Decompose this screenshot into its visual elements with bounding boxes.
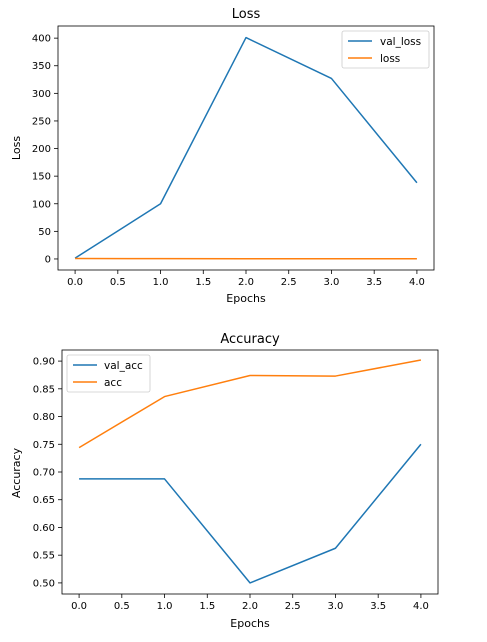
loss-y-tick-label: 150	[32, 172, 51, 183]
accuracy-x-tick-label: 2.5	[285, 601, 301, 612]
loss-x-tick-label: 3.5	[366, 277, 382, 288]
loss-x-tick-label: 2.0	[238, 277, 254, 288]
loss-y-tick-label: 100	[32, 199, 51, 210]
loss-x-tick-label: 0.5	[110, 277, 126, 288]
loss-x-tick-label: 1.0	[153, 277, 169, 288]
accuracy-chart-lines	[78, 359, 422, 584]
loss-chart-ylabel: Loss	[10, 136, 23, 160]
loss-chart-lines	[74, 36, 418, 260]
loss-x-tick-label: 4.0	[409, 277, 425, 288]
accuracy-legend-label-val-acc: val_acc	[104, 360, 143, 372]
loss-chart-plot-frame	[57, 25, 435, 271]
accuracy-chart: Accuracy Accuracy Epochs 0.0 0.5 1.0 1.5 2.0…	[10, 332, 439, 630]
loss-y-tick-label: 50	[38, 227, 51, 238]
accuracy-chart-xlabel: Epochs	[230, 617, 270, 630]
accuracy-y-tick-label: 0.75	[33, 440, 55, 451]
accuracy-legend-label-acc: acc	[104, 377, 122, 389]
loss-x-tick-label: 3.0	[324, 277, 340, 288]
accuracy-series-line-val-acc	[79, 443, 422, 584]
accuracy-y-tick-label: 0.85	[33, 384, 55, 395]
loss-y-tick-label: 250	[32, 116, 51, 127]
loss-x-tick-label: 0.0	[67, 277, 83, 288]
loss-x-tick-label: 1.5	[195, 277, 211, 288]
loss-chart-xlabel: Epochs	[226, 292, 266, 305]
accuracy-x-tick-label: 1.0	[157, 601, 173, 612]
accuracy-x-tick-label: 4.0	[413, 601, 429, 612]
loss-chart-title: Loss	[232, 7, 261, 22]
loss-legend-label-loss: loss	[380, 53, 400, 65]
accuracy-x-tick-label: 0.0	[71, 601, 87, 612]
accuracy-y-tick-label: 0.70	[33, 468, 55, 479]
accuracy-chart-ticks: 0.0 0.5 1.0 1.5 2.0 2.5 3.0 3.5 4.0 0.50 0.55 0.60 0…	[33, 357, 429, 612]
accuracy-y-tick-label: 0.90	[33, 357, 55, 368]
loss-y-tick-label: 400	[32, 34, 51, 45]
accuracy-x-tick-label: 3.5	[370, 601, 386, 612]
accuracy-y-tick-label: 0.60	[33, 523, 55, 534]
accuracy-x-tick-label: 1.5	[199, 601, 215, 612]
loss-chart: Loss Loss Epochs 0.0 0.5 1.0 1.5 2.0 2.5 3.0 3.…	[10, 7, 435, 305]
accuracy-y-tick-label: 0.55	[33, 551, 55, 562]
accuracy-y-tick-label: 0.65	[33, 495, 55, 506]
loss-chart-ticks: 0.0 0.5 1.0 1.5 2.0 2.5 3.0 3.5 4.0 0 50 100 150 200 2…	[32, 34, 425, 288]
accuracy-series-line-acc	[78, 359, 422, 449]
accuracy-y-tick-label: 0.80	[33, 412, 55, 423]
accuracy-x-tick-label: 3.0	[328, 601, 344, 612]
accuracy-y-tick-label: 0.50	[33, 578, 55, 589]
loss-y-tick-label: 350	[32, 61, 51, 72]
loss-x-tick-label: 2.5	[281, 277, 297, 288]
loss-chart-legend: val_loss loss	[341, 30, 430, 69]
accuracy-x-tick-label: 2.0	[242, 601, 258, 612]
accuracy-chart-plot-frame	[61, 349, 439, 595]
accuracy-chart-legend: val_acc acc	[66, 354, 151, 393]
loss-y-tick-label: 300	[32, 89, 51, 100]
loss-y-tick-label: 0	[45, 254, 51, 265]
loss-legend-label-val-loss: val_loss	[380, 36, 421, 48]
accuracy-x-tick-label: 0.5	[114, 601, 130, 612]
accuracy-chart-title: Accuracy	[220, 332, 280, 347]
loss-series-line-val-loss	[74, 36, 418, 259]
loss-y-tick-label: 200	[32, 144, 51, 155]
accuracy-chart-ylabel: Accuracy	[10, 447, 23, 498]
